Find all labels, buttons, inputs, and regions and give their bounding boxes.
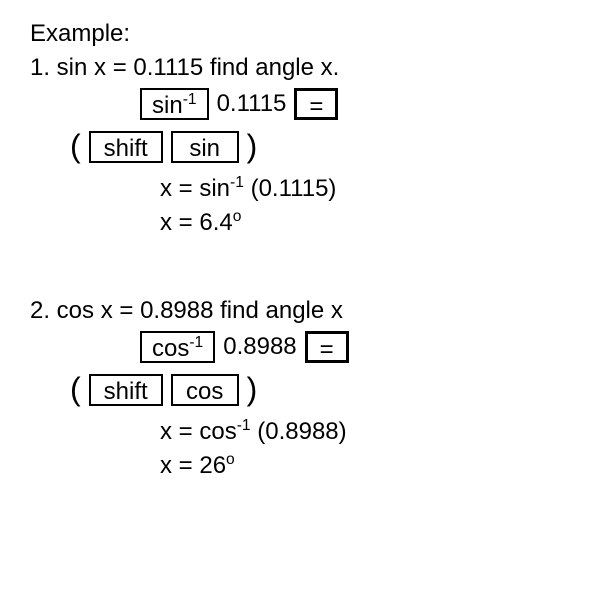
degree-symbol: o: [233, 208, 242, 225]
shift-key: shift: [89, 374, 163, 406]
result-line-1: x = cos-1 (0.8988): [160, 418, 570, 446]
result2-pre: x = 26: [160, 452, 226, 479]
display-value: 0.1115: [217, 90, 287, 118]
equals-key: =: [294, 88, 338, 120]
problem-value: 0.8988: [140, 297, 213, 324]
problem-prefix: 2. cos x =: [30, 297, 140, 324]
result-lines: x = cos-1 (0.8988) x = 26o: [160, 418, 570, 480]
result-line-2: x = 6.4o: [160, 209, 570, 237]
keypress-row-2: ( shift sin ): [70, 128, 570, 165]
key-fn-label: sin: [152, 92, 183, 119]
result-pre: x = cos: [160, 418, 237, 445]
key-fn-label: cos: [152, 335, 189, 362]
close-paren: ): [247, 371, 258, 408]
example-1: 1. sin x = 0.1115 find angle x. sin-1 0.…: [30, 54, 570, 237]
problem-suffix: find angle x: [213, 297, 342, 324]
open-paren: (: [70, 371, 81, 408]
problem-statement: 2. cos x = 0.8988 find angle x: [30, 297, 570, 325]
result-lines: x = sin-1 (0.1115) x = 6.4o: [160, 175, 570, 237]
inverse-sin-key: sin-1: [140, 88, 209, 120]
problem-suffix: find angle x.: [203, 54, 339, 81]
inverse-cos-key: cos-1: [140, 331, 215, 363]
result-pre: x = sin: [160, 175, 230, 202]
result2-pre: x = 6.4: [160, 209, 233, 236]
result-line-1: x = sin-1 (0.1115): [160, 175, 570, 203]
display-value: 0.8988: [223, 333, 296, 361]
result-exp: -1: [230, 174, 244, 191]
result-post: (0.1115): [244, 175, 337, 202]
key-fn-exp: -1: [183, 91, 197, 108]
equals-key: =: [305, 331, 349, 363]
shift-key: shift: [89, 131, 163, 163]
close-paren: ): [247, 128, 258, 165]
problem-statement: 1. sin x = 0.1115 find angle x.: [30, 54, 570, 82]
keypress-row-1: cos-1 0.8988 =: [140, 331, 570, 363]
degree-symbol: o: [226, 451, 235, 468]
keypress-row-1: sin-1 0.1115 =: [140, 88, 570, 120]
example-2: 2. cos x = 0.8988 find angle x cos-1 0.8…: [30, 297, 570, 480]
example-header: Example:: [30, 20, 570, 48]
result-line-2: x = 26o: [160, 452, 570, 480]
key-fn-exp: -1: [189, 334, 203, 351]
cos-key: cos: [171, 374, 239, 406]
sin-key: sin: [171, 131, 239, 163]
problem-prefix: 1. sin x =: [30, 54, 133, 81]
result-exp: -1: [237, 417, 251, 434]
keypress-row-2: ( shift cos ): [70, 371, 570, 408]
problem-value: 0.1115: [133, 54, 203, 81]
result-post: (0.8988): [251, 418, 347, 445]
open-paren: (: [70, 128, 81, 165]
